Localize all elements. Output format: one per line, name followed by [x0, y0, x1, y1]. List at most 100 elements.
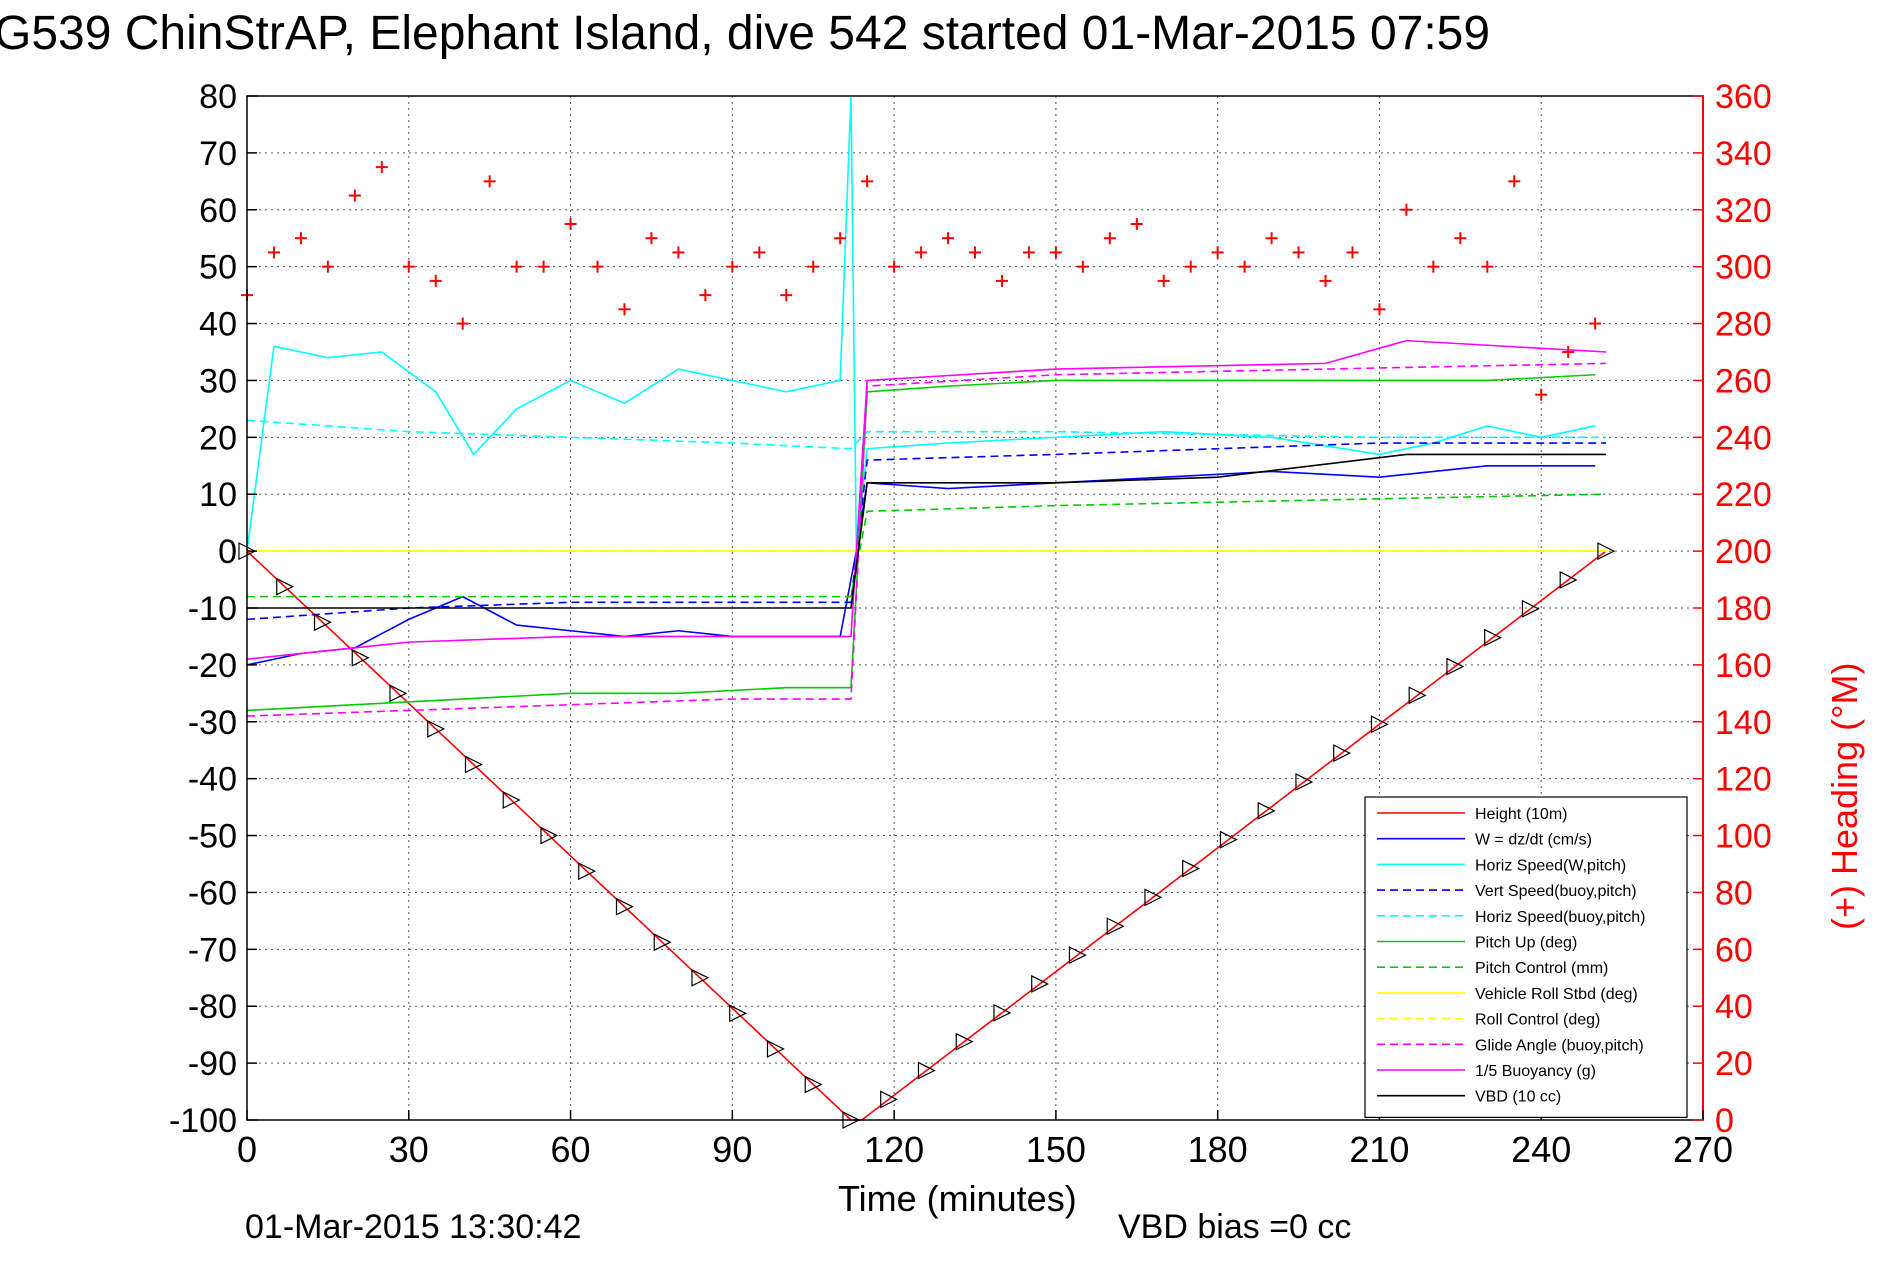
legend-entry: 1/5 Buoyancy (g): [1377, 1063, 1596, 1080]
y-right-tick-label: 320: [1715, 192, 1772, 230]
heading-point: [1508, 175, 1521, 188]
heading-point: [807, 260, 820, 273]
height-marker: [1370, 715, 1389, 734]
series-line: [246, 442, 1606, 621]
heading-point: [510, 260, 523, 273]
legend-box: [1364, 796, 1688, 1118]
y-tick-label: 20: [199, 419, 237, 457]
y-tick-label: 80: [199, 78, 237, 116]
height-marker: [1559, 570, 1578, 589]
legend-entry: Glide Angle (buoy,pitch): [1377, 1037, 1644, 1054]
y-tick-label: -60: [188, 874, 237, 912]
chart-title: G539 ChinStrAP, Elephant Island, dive 54…: [0, 7, 1491, 60]
y-tick-label: -10: [188, 590, 237, 628]
heading-point: [1346, 246, 1359, 259]
series-line: [246, 419, 1606, 450]
heading-point: [1589, 317, 1602, 330]
y-right-tick-label: 160: [1715, 647, 1772, 685]
series-line: [246, 373, 1596, 712]
series-line: [246, 362, 1606, 717]
heading-point: [672, 246, 685, 259]
y-tick-label: 0: [218, 533, 237, 571]
heading-point: [780, 289, 793, 302]
y-right-tick-label: 0: [1715, 1102, 1734, 1140]
y-tick-label: -70: [188, 931, 237, 969]
legend-entry: Pitch Up (deg): [1377, 935, 1577, 952]
height-marker: [615, 897, 634, 916]
height-marker: [1446, 657, 1465, 676]
legend-label: Roll Control (deg): [1475, 1012, 1600, 1029]
legend-entry: Vehicle Roll Stbd (deg): [1377, 986, 1638, 1003]
height-marker: [1257, 801, 1276, 820]
y-tick-label: -50: [188, 818, 237, 856]
height-marker: [1219, 830, 1238, 849]
heading-point: [429, 274, 442, 287]
heading-point: [375, 161, 388, 174]
heading-point: [1157, 274, 1170, 287]
height-marker: [766, 1039, 785, 1058]
height-marker: [276, 577, 295, 596]
x-tick-label: 30: [389, 1129, 429, 1170]
heading-markers: [238, 161, 1616, 1129]
height-marker: [464, 755, 483, 774]
heading-point: [1238, 260, 1251, 273]
legend-label: Horiz Speed(W,pitch): [1475, 857, 1626, 874]
heading-point: [915, 246, 928, 259]
heading-point: [294, 232, 307, 245]
y-right-tick-label: 40: [1715, 988, 1753, 1026]
height-marker: [351, 648, 370, 667]
y-right-tick-label: 240: [1715, 419, 1772, 457]
height-marker: [917, 1061, 936, 1080]
heading-point: [699, 289, 712, 302]
height-marker: [1333, 744, 1352, 763]
heading-point: [348, 189, 361, 202]
heading-point: [1481, 260, 1494, 273]
y-right-tick-label: 200: [1715, 533, 1772, 571]
timestamp: 01-Mar-2015 13:30:42: [245, 1208, 582, 1246]
heading-point: [995, 274, 1008, 287]
legend-label: Glide Angle (buoy,pitch): [1475, 1037, 1644, 1054]
vbd-bias: VBD bias =0 cc: [1118, 1208, 1352, 1246]
x-tick-label: 60: [551, 1129, 591, 1170]
legend-label: Height (10m): [1475, 806, 1567, 823]
y-right-tick-label: 340: [1715, 135, 1772, 173]
heading-point: [1373, 303, 1386, 316]
y-right-tick-label: 80: [1715, 874, 1753, 912]
series-line: [246, 464, 1596, 666]
heading-point: [1535, 388, 1548, 401]
x-tick-label: 210: [1349, 1129, 1409, 1170]
y-right-tick-label: 100: [1715, 818, 1772, 856]
legend-entry: W = dz/dt (cm/s): [1377, 832, 1592, 849]
height-marker: [880, 1090, 899, 1109]
height-marker: [653, 933, 672, 952]
height-marker: [1106, 917, 1125, 936]
y-tick-label: 50: [199, 249, 237, 287]
legend-label: 1/5 Buoyancy (g): [1475, 1063, 1596, 1080]
legend-label: Vehicle Roll Stbd (deg): [1475, 986, 1638, 1003]
y-right-tick-label: 180: [1715, 590, 1772, 628]
x-tick-label: 90: [712, 1129, 752, 1170]
height-marker: [1597, 542, 1616, 561]
legend-label: W = dz/dt (cm/s): [1475, 832, 1592, 849]
legend-entry: Height (10m): [1377, 806, 1567, 823]
height-marker: [313, 613, 332, 632]
y-right-tick-label: 60: [1715, 931, 1753, 969]
height-marker: [993, 1003, 1012, 1022]
heading-point: [1049, 246, 1062, 259]
heading-point: [537, 260, 550, 273]
x-tick-label: 270: [1673, 1129, 1733, 1170]
y-right-tick-label: 20: [1715, 1045, 1753, 1083]
heading-point: [1454, 232, 1467, 245]
height-marker: [955, 1032, 974, 1051]
heading-point: [1319, 274, 1332, 287]
series-line: [246, 339, 1606, 660]
x-axis-label: Time (minutes): [838, 1178, 1077, 1219]
y-right-tick-label: 140: [1715, 704, 1772, 742]
legend-label: Pitch Up (deg): [1475, 935, 1577, 952]
y-tick-label: -90: [188, 1045, 237, 1083]
y-tick-label: 40: [199, 306, 237, 344]
x-tick-label: 120: [864, 1129, 924, 1170]
height-marker: [389, 684, 408, 703]
heading-point: [861, 175, 874, 188]
